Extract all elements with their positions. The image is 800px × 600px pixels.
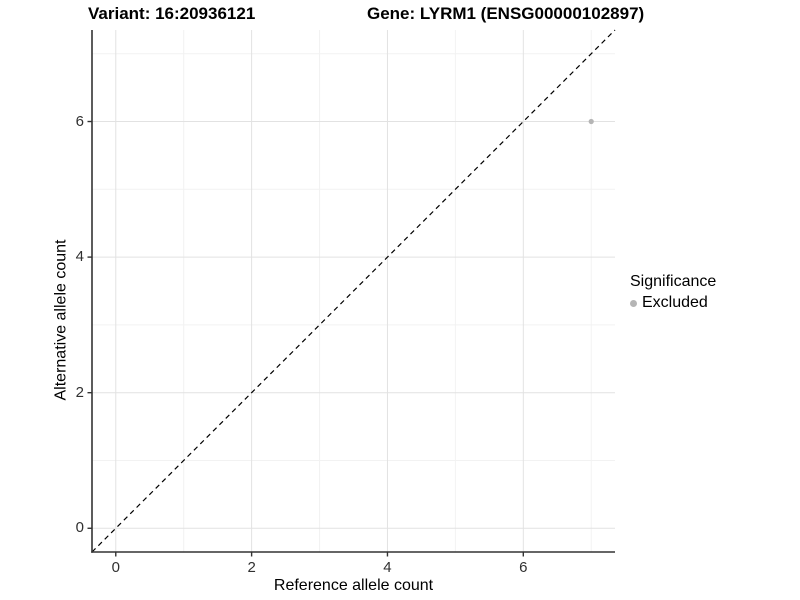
x-axis-title: Reference allele count bbox=[273, 577, 434, 594]
y-tick-label: 0 bbox=[75, 519, 84, 537]
legend-point-icon bbox=[630, 299, 637, 307]
data-point bbox=[588, 118, 594, 125]
x-tick-label: 4 bbox=[383, 559, 392, 576]
x-tick-label: 6 bbox=[519, 559, 528, 576]
x-tick-label: 0 bbox=[111, 559, 120, 576]
legend-item-label: Excluded bbox=[642, 294, 708, 311]
y-tick-label: 2 bbox=[75, 383, 84, 401]
plot-title-gene: Gene: LYRM1 (ENSG00000102897) bbox=[367, 4, 645, 23]
y-tick-label: 4 bbox=[75, 248, 84, 266]
y-axis-title: Alternative allele count bbox=[52, 239, 70, 401]
x-tick-label: 2 bbox=[247, 559, 256, 576]
plot-title-variant: Variant: 16:20936121 bbox=[88, 4, 256, 23]
y-tick-label: 6 bbox=[75, 112, 84, 130]
legend-item-excluded: Excluded bbox=[630, 294, 716, 312]
identity-dashed-line bbox=[91, 29, 616, 553]
legend-title: Significance bbox=[630, 273, 717, 290]
legend: Significance Excluded bbox=[630, 273, 716, 312]
